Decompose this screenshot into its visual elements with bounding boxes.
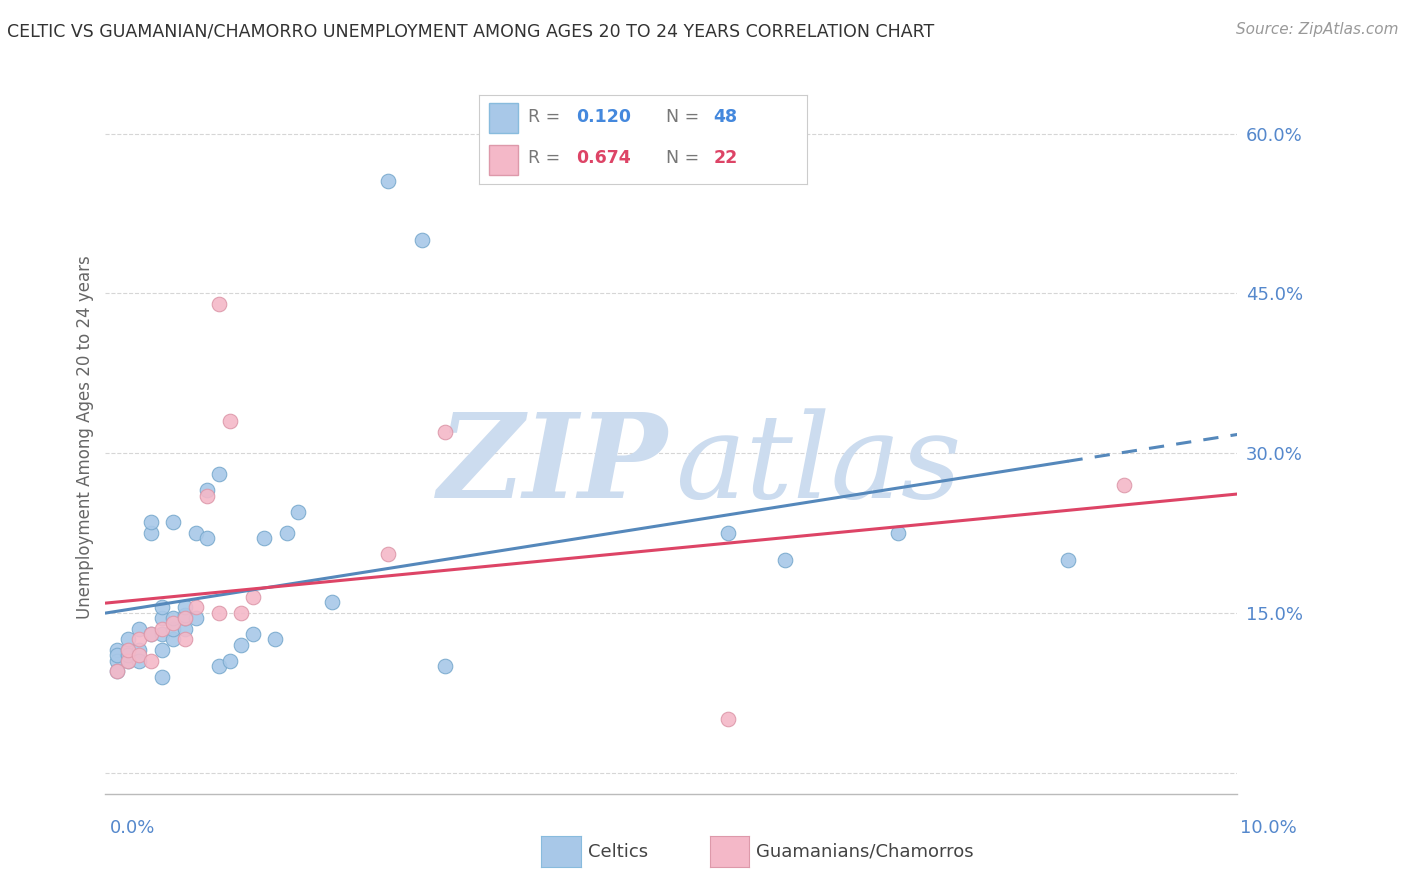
Point: [117, 643, 139, 657]
Point: [287, 505, 309, 519]
Point: [139, 516, 162, 530]
Point: [128, 643, 150, 657]
Point: [105, 665, 128, 679]
Point: [208, 297, 231, 311]
Point: [411, 233, 433, 247]
Point: [139, 627, 162, 641]
Point: [173, 611, 195, 625]
Point: [184, 600, 207, 615]
Point: [184, 525, 207, 540]
Point: [219, 414, 242, 428]
Point: [887, 525, 910, 540]
Point: [117, 654, 139, 668]
Point: [128, 632, 150, 647]
Point: [150, 611, 173, 625]
Point: [208, 659, 231, 673]
Point: [242, 627, 264, 641]
Point: [173, 622, 195, 636]
Point: [105, 665, 128, 679]
Point: [231, 638, 253, 652]
Point: [773, 552, 796, 566]
Point: [162, 616, 184, 631]
Point: [139, 627, 162, 641]
Point: [105, 643, 128, 657]
Point: [117, 648, 139, 663]
Point: [321, 595, 343, 609]
Point: [264, 632, 287, 647]
Point: [195, 483, 218, 498]
Point: [139, 654, 162, 668]
Text: Celtics: Celtics: [588, 843, 648, 861]
Point: [150, 622, 173, 636]
Point: [195, 489, 218, 503]
Point: [276, 525, 298, 540]
Point: [433, 659, 456, 673]
Point: [377, 174, 399, 188]
Text: 0.0%: 0.0%: [110, 819, 155, 837]
Point: [150, 670, 173, 684]
Point: [117, 654, 139, 668]
Point: [717, 525, 740, 540]
Point: [162, 611, 184, 625]
Point: [184, 611, 207, 625]
Point: [105, 654, 128, 668]
Text: Guamanians/Chamorros: Guamanians/Chamorros: [756, 843, 974, 861]
Point: [162, 632, 184, 647]
Point: [219, 654, 242, 668]
Point: [253, 531, 276, 545]
Point: [173, 600, 195, 615]
Point: [717, 712, 740, 726]
Point: [117, 632, 139, 647]
Point: [433, 425, 456, 439]
Point: [128, 622, 150, 636]
Y-axis label: Unemployment Among Ages 20 to 24 years: Unemployment Among Ages 20 to 24 years: [76, 255, 94, 619]
Point: [377, 547, 399, 561]
Point: [173, 611, 195, 625]
Point: [208, 606, 231, 620]
Point: [162, 622, 184, 636]
Point: [195, 531, 218, 545]
Text: ZIP: ZIP: [437, 409, 668, 523]
Point: [139, 525, 162, 540]
Text: Source: ZipAtlas.com: Source: ZipAtlas.com: [1236, 22, 1399, 37]
Point: [128, 648, 150, 663]
Text: CELTIC VS GUAMANIAN/CHAMORRO UNEMPLOYMENT AMONG AGES 20 TO 24 YEARS CORRELATION : CELTIC VS GUAMANIAN/CHAMORRO UNEMPLOYMEN…: [7, 22, 934, 40]
Point: [1114, 478, 1136, 492]
Point: [242, 590, 264, 604]
Point: [117, 643, 139, 657]
Point: [173, 607, 195, 622]
Text: atlas: atlas: [675, 409, 962, 523]
Point: [208, 467, 231, 482]
Point: [150, 600, 173, 615]
Point: [173, 632, 195, 647]
Text: 10.0%: 10.0%: [1240, 819, 1296, 837]
Point: [231, 606, 253, 620]
Point: [162, 516, 184, 530]
Point: [128, 654, 150, 668]
Point: [105, 648, 128, 663]
Point: [1056, 552, 1078, 566]
Point: [150, 627, 173, 641]
Point: [150, 643, 173, 657]
